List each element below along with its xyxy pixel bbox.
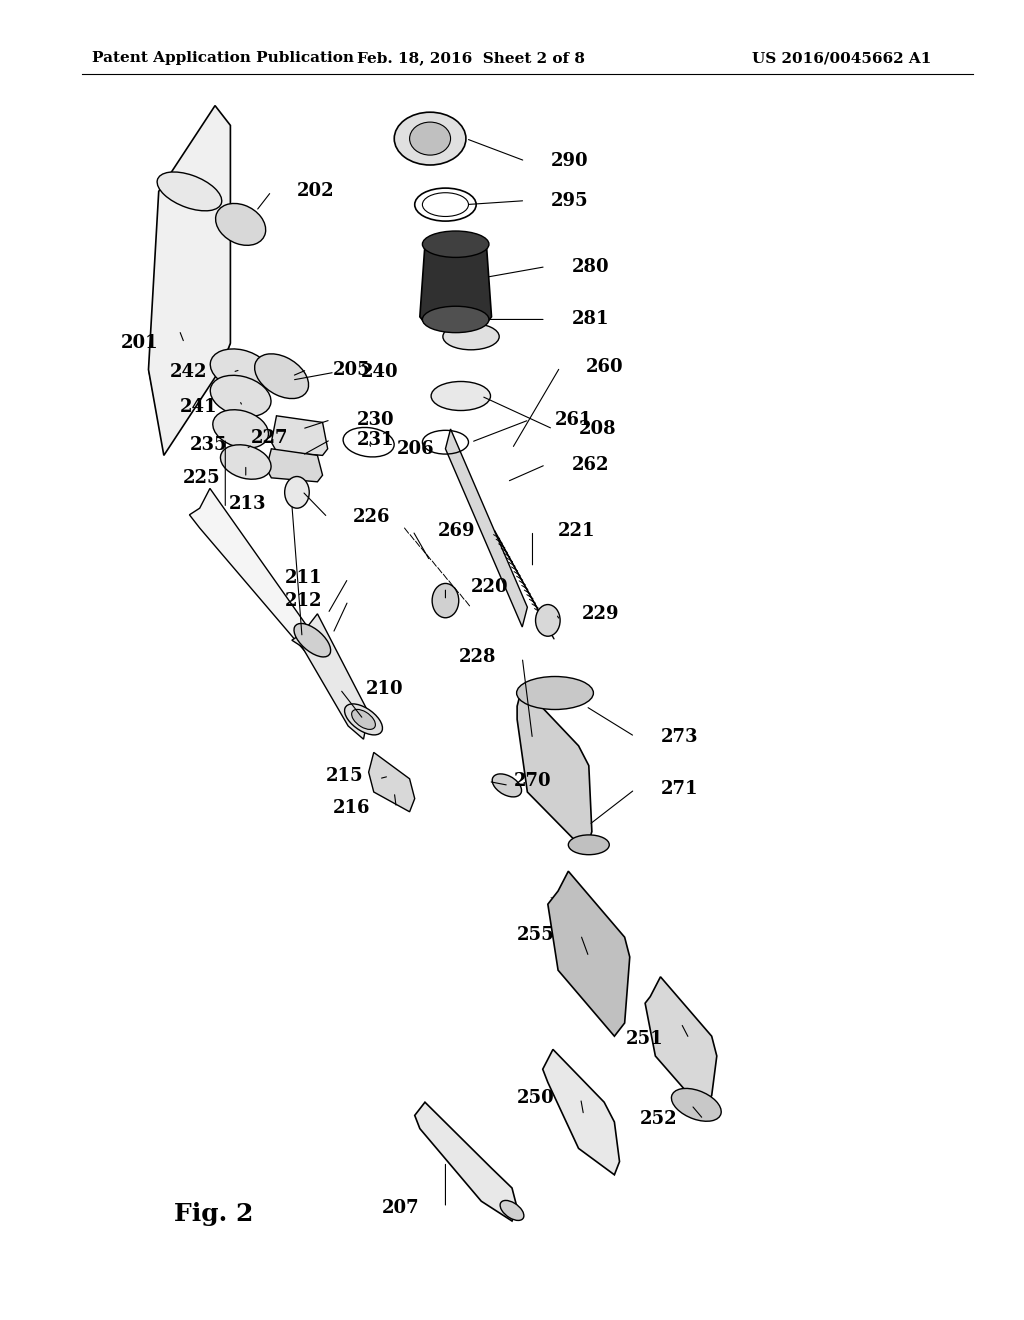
Text: 281: 281 [571,310,609,329]
Text: 202: 202 [297,182,335,201]
Text: 226: 226 [353,508,391,527]
Text: Patent Application Publication: Patent Application Publication [92,51,354,65]
Polygon shape [517,686,592,851]
Ellipse shape [394,112,466,165]
Ellipse shape [210,375,271,417]
Circle shape [432,583,459,618]
Text: 231: 231 [356,430,394,449]
Polygon shape [266,449,323,482]
Text: 211: 211 [285,569,323,587]
Text: 225: 225 [182,469,220,487]
Text: 213: 213 [228,495,266,513]
Text: 269: 269 [438,521,476,540]
Circle shape [285,477,309,508]
Polygon shape [148,106,230,455]
Text: 221: 221 [558,521,596,540]
Text: 273: 273 [660,727,698,746]
Text: 270: 270 [514,772,552,791]
Polygon shape [189,488,328,673]
Polygon shape [445,429,527,627]
Text: 229: 229 [582,605,620,623]
Polygon shape [645,977,717,1109]
Text: 240: 240 [360,363,398,381]
Ellipse shape [422,231,489,257]
Polygon shape [543,1049,620,1175]
Text: 260: 260 [586,358,624,376]
Ellipse shape [210,348,271,391]
Polygon shape [415,1102,517,1221]
Polygon shape [292,614,369,739]
Text: 201: 201 [121,334,159,352]
Text: 208: 208 [579,420,616,438]
Text: 241: 241 [179,397,217,416]
Text: 215: 215 [326,767,364,785]
Polygon shape [420,244,492,323]
Ellipse shape [672,1089,721,1121]
Text: 271: 271 [660,780,698,799]
Text: 212: 212 [285,591,323,610]
Text: 250: 250 [517,1089,555,1107]
Text: 242: 242 [169,363,207,381]
Text: 255: 255 [517,925,555,944]
Text: 205: 205 [333,360,371,379]
Text: 216: 216 [333,799,371,817]
Text: Fig. 2: Fig. 2 [174,1203,254,1226]
Ellipse shape [422,306,489,333]
Text: 227: 227 [251,429,289,447]
Ellipse shape [294,623,331,657]
Ellipse shape [213,409,268,449]
Text: 295: 295 [551,191,589,210]
Polygon shape [548,871,630,1036]
Ellipse shape [431,381,490,411]
Ellipse shape [500,1200,524,1221]
Text: US 2016/0045662 A1: US 2016/0045662 A1 [753,51,932,65]
Ellipse shape [351,709,376,730]
Ellipse shape [517,676,594,710]
Text: 220: 220 [471,578,509,597]
Ellipse shape [220,445,271,479]
Ellipse shape [442,323,500,350]
Ellipse shape [410,121,451,154]
Text: 207: 207 [382,1199,420,1217]
Circle shape [536,605,560,636]
Ellipse shape [216,203,265,246]
Text: 252: 252 [640,1110,678,1129]
Text: 210: 210 [366,680,403,698]
Text: 230: 230 [356,411,394,429]
Ellipse shape [568,836,609,855]
Ellipse shape [255,354,308,399]
Text: 251: 251 [626,1030,664,1048]
Text: 262: 262 [571,455,609,474]
Text: 235: 235 [189,436,227,454]
Text: 261: 261 [555,411,593,429]
Text: Feb. 18, 2016  Sheet 2 of 8: Feb. 18, 2016 Sheet 2 of 8 [357,51,585,65]
Ellipse shape [157,172,222,211]
Text: 206: 206 [397,440,435,458]
Text: 228: 228 [459,648,497,667]
Text: 280: 280 [571,257,609,276]
Polygon shape [271,416,328,455]
Polygon shape [369,752,415,812]
Ellipse shape [493,774,521,797]
Ellipse shape [344,704,383,735]
Text: 290: 290 [551,152,589,170]
